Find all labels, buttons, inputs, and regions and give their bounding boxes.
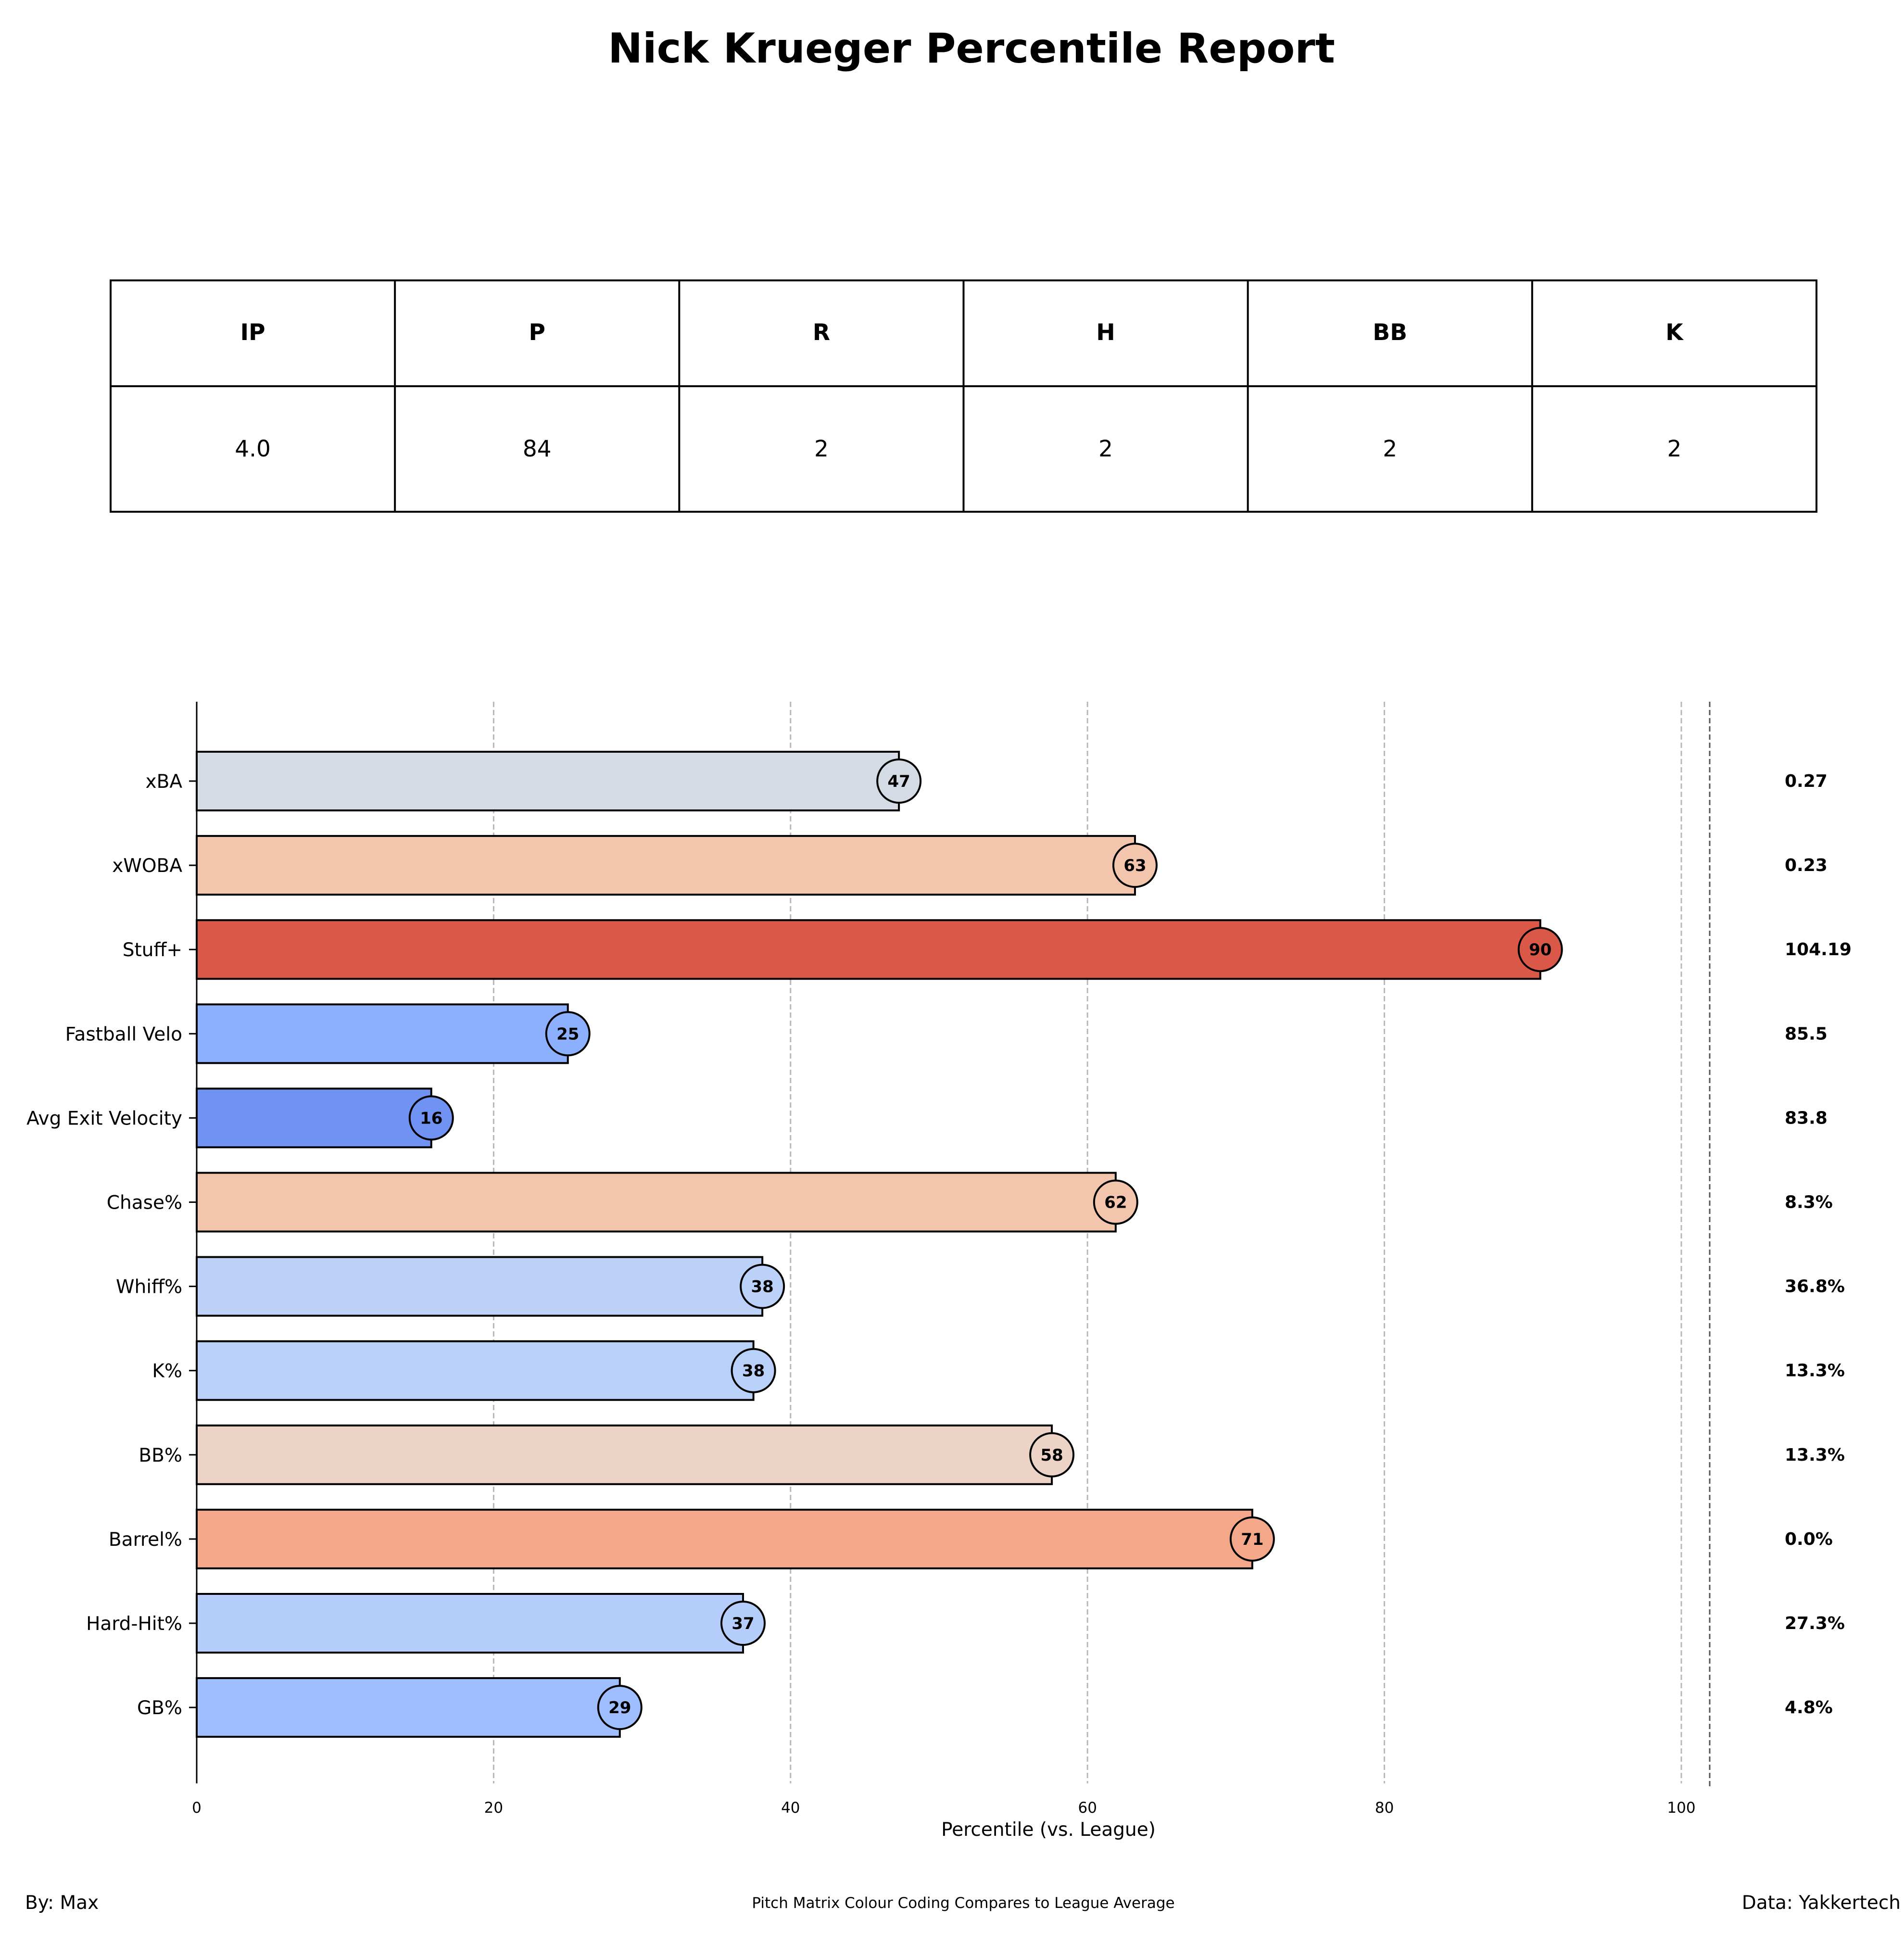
- percentile-bubbles: 47 63 90 25 16 62 38 38 58 71 37 29: [408, 758, 1563, 1730]
- table-value-cell: 2: [814, 436, 829, 462]
- percentile-bubble: [1093, 1179, 1138, 1225]
- x-tick-label: 60: [1078, 1799, 1097, 1817]
- x-axis-label: Percentile (vs. League): [941, 1819, 1156, 1841]
- percentile-bubble: [740, 1263, 785, 1309]
- stat-value: 0.23: [1785, 856, 1828, 875]
- bar: [196, 1424, 1053, 1485]
- bar: [196, 919, 1541, 980]
- percentile-label: 47: [887, 772, 910, 791]
- footer-author: By: Max: [25, 1892, 99, 1914]
- table-value-cell: 2: [1667, 436, 1681, 462]
- y-category-label: Hard-Hit%: [86, 1613, 182, 1635]
- table-header-cell: H: [1096, 319, 1115, 346]
- percentile-bubble: [1517, 927, 1563, 972]
- percentile-bar-chart: 47 63 90 25 16 62 38 38 58 71 37 29 xBA xWOBA Stuff+ F…: [26, 702, 1852, 1841]
- percentile-bubble: [731, 1348, 776, 1393]
- percentile-bubble: [876, 758, 922, 804]
- table-value-cell: 84: [523, 436, 552, 462]
- stat-value: 36.8%: [1785, 1277, 1845, 1297]
- x-tick-label: 100: [1667, 1799, 1695, 1817]
- table-value-cell: 2: [1383, 436, 1397, 462]
- footer-note: Pitch Matrix Colour Coding Compares to L…: [752, 1894, 1174, 1912]
- percentile-label: 90: [1529, 940, 1551, 960]
- y-category-label: BB%: [139, 1445, 182, 1466]
- y-category-label: Avg Exit Velocity: [26, 1108, 182, 1129]
- percentile-label: 29: [608, 1698, 631, 1718]
- stat-value: 13.3%: [1785, 1361, 1845, 1381]
- stat-value: 8.3%: [1785, 1193, 1833, 1212]
- table-header-cell: K: [1665, 319, 1684, 346]
- stat-value: 4.8%: [1785, 1698, 1833, 1718]
- table-header-cell: P: [529, 319, 545, 346]
- bar: [196, 1003, 569, 1064]
- percentile-label: 38: [751, 1277, 773, 1297]
- bar: [196, 1087, 432, 1149]
- table-header-cell: IP: [240, 319, 265, 346]
- stat-value: 27.3%: [1785, 1614, 1845, 1633]
- table-header-cell: BB: [1373, 319, 1407, 346]
- y-category-label: Stuff+: [123, 939, 182, 961]
- x-tick-label: 20: [484, 1799, 503, 1817]
- x-tick-label: 0: [192, 1799, 202, 1817]
- bar: [196, 1593, 744, 1654]
- y-category-label: xBA: [145, 771, 182, 793]
- percentile-label: 62: [1104, 1193, 1127, 1212]
- bar: [196, 1256, 764, 1317]
- stat-value: 104.19: [1785, 940, 1852, 960]
- report-title: Nick Krueger Percentile Report: [608, 25, 1335, 73]
- y-category-label: K%: [152, 1361, 182, 1382]
- stat-value: 0.0%: [1785, 1529, 1833, 1549]
- bar: [196, 1508, 1253, 1569]
- bar: [196, 1172, 1117, 1233]
- y-category-label: Fastball Velo: [65, 1023, 182, 1045]
- percentile-bubble: [545, 1011, 591, 1057]
- y-category-label: GB%: [137, 1697, 182, 1719]
- stat-value: 13.3%: [1785, 1445, 1845, 1465]
- stats-table: IP P R H BB K 4.0 84 2 2 2 2: [110, 279, 1817, 513]
- stat-value: 85.5: [1785, 1024, 1828, 1044]
- percentile-label: 25: [556, 1024, 579, 1044]
- stat-value: 83.8: [1785, 1108, 1828, 1128]
- bar: [196, 835, 1136, 896]
- stat-value: 0.27: [1785, 771, 1828, 791]
- bar: [196, 751, 900, 811]
- footer-data-source: Data: Yakkertech: [1742, 1892, 1901, 1914]
- table-header-cell: R: [813, 319, 830, 346]
- y-category-label: xWOBA: [112, 855, 182, 877]
- percentile-label: 16: [420, 1109, 442, 1128]
- percentile-label: 38: [742, 1362, 765, 1381]
- x-axis-ticks: 0 20 40 60 80 100: [192, 1799, 1695, 1817]
- percentile-bubble: [1029, 1432, 1075, 1478]
- y-axis-labels: xBA xWOBA Stuff+ Fastball Velo Avg Exit Velo…: [26, 771, 197, 1719]
- x-tick-label: 40: [781, 1799, 800, 1817]
- table-value-cell: 4.0: [235, 436, 271, 462]
- y-category-label: Chase%: [107, 1192, 182, 1214]
- bar: [196, 1340, 755, 1401]
- percentile-bubble: [597, 1685, 643, 1730]
- percentile-label: 58: [1040, 1446, 1063, 1465]
- bars: [196, 751, 1541, 1738]
- percentile-label: 71: [1241, 1530, 1263, 1549]
- percentile-bubble: [408, 1095, 454, 1141]
- y-category-label: Barrel%: [109, 1529, 182, 1551]
- y-category-label: Whiff%: [116, 1276, 182, 1298]
- percentile-label: 37: [731, 1614, 754, 1633]
- stat-value-labels: 0.27 0.23 104.19 85.5 83.8 8.3% 36.8% 13.3% 13.3…: [1785, 771, 1852, 1718]
- bar: [196, 1677, 621, 1738]
- percentile-bubble: [1229, 1516, 1275, 1562]
- percentile-label: 63: [1123, 856, 1146, 875]
- percentile-bubble: [720, 1601, 766, 1646]
- x-tick-label: 80: [1375, 1799, 1394, 1817]
- percentile-bubble: [1112, 843, 1158, 888]
- table-value-cell: 2: [1098, 436, 1113, 462]
